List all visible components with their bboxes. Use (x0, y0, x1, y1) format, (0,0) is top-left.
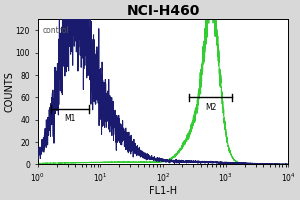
Y-axis label: COUNTS: COUNTS (4, 71, 14, 112)
Text: control: control (43, 26, 70, 35)
Title: NCI-H460: NCI-H460 (126, 4, 200, 18)
Text: M2: M2 (205, 103, 216, 112)
X-axis label: FL1-H: FL1-H (149, 186, 177, 196)
Text: M1: M1 (64, 114, 76, 123)
